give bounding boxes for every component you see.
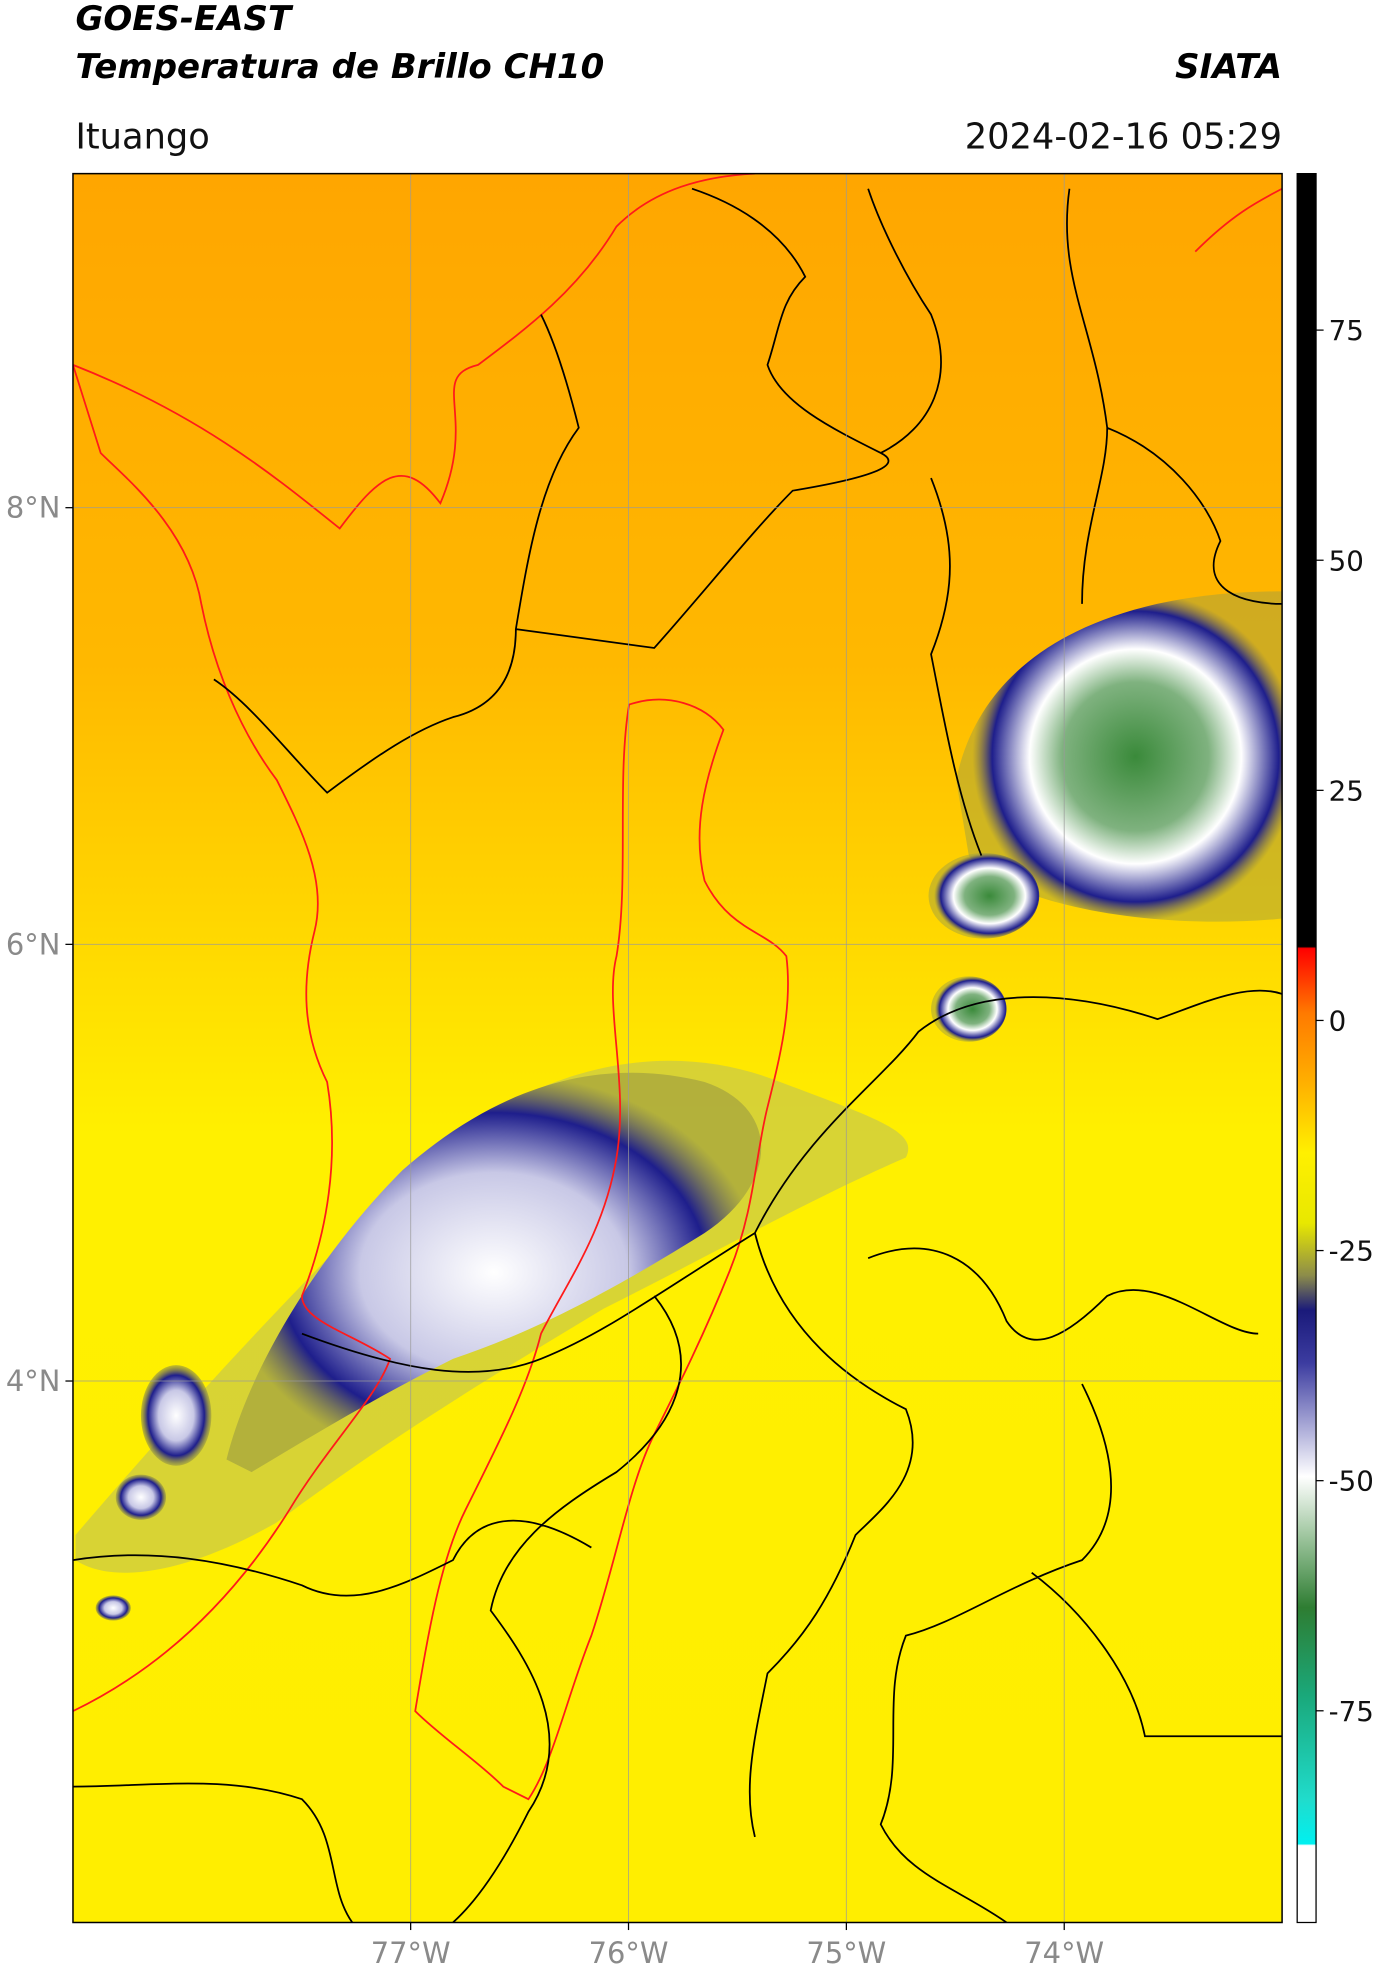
location: Ituango: [75, 116, 209, 157]
colorbar-tick-label: 50: [1329, 544, 1364, 577]
colorbar-tick-label: -25: [1329, 1235, 1374, 1268]
datetime: 2024-02-16 05:29: [965, 116, 1282, 157]
colorbar-tick-label: -75: [1329, 1695, 1374, 1728]
lat-tick-label: 8°N: [6, 491, 61, 525]
colorbar-ticks: 75 50 25 0 -25 -50 -75: [1316, 314, 1374, 1728]
cloud-cell: [140, 1365, 212, 1466]
colorbar-tick-label: 25: [1329, 774, 1364, 807]
colorbar-tick-label: 0: [1329, 1005, 1347, 1038]
cloud-cell: [931, 976, 1007, 1042]
lon-tick-label: 77°W: [371, 1936, 451, 1970]
lon-tick-label: 76°W: [589, 1936, 669, 1970]
lat-tick-label: 6°N: [6, 927, 61, 961]
colorbar-tick-label: 75: [1329, 314, 1364, 347]
title-line2: Temperatura de Brillo CH10: [75, 47, 604, 87]
department-borders: [72, 187, 1283, 1923]
lon-tick-label: 74°W: [1024, 1936, 1104, 1970]
coastline: [72, 173, 1283, 1712]
organization: SIATA: [1175, 47, 1282, 87]
cloud-northeast: [956, 591, 1283, 922]
title-line1: GOES-EAST: [75, 0, 293, 39]
colorbar-tick-label: -50: [1329, 1465, 1374, 1498]
cloud-cell: [928, 853, 1040, 939]
river-basin: [414, 698, 789, 1801]
cloud-cell: [115, 1474, 167, 1520]
graticule: 8°N 6°N 4°N 77°W 76°W 75°W 74°W: [6, 173, 1283, 1970]
background: [72, 173, 1283, 1923]
lon-tick-label: 75°W: [806, 1936, 886, 1970]
map-frame: [72, 172, 1283, 1924]
cloud-southwest: [226, 1072, 762, 1473]
map-image: [72, 173, 1283, 1923]
cloud-cell: [95, 1595, 131, 1621]
colorbar: [1296, 172, 1317, 1924]
lat-tick-label: 4°N: [6, 1364, 61, 1398]
